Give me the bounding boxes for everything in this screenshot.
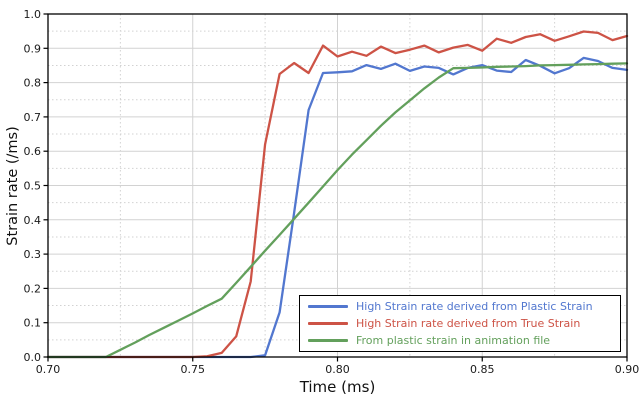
y-tick-label: 0.6 bbox=[24, 145, 42, 158]
y-tick-label: 0.4 bbox=[24, 214, 42, 227]
series-line-2 bbox=[46, 62, 629, 359]
x-tick-label: 0.85 bbox=[470, 363, 495, 376]
x-tick-label: 0.70 bbox=[36, 363, 61, 376]
y-tick-label: 0.7 bbox=[24, 111, 42, 124]
y-tick-label: 1.0 bbox=[24, 8, 42, 21]
legend-swatch-blue-line bbox=[308, 305, 348, 308]
legend-label: From plastic strain in animation file bbox=[356, 334, 551, 347]
y-tick-label: 0.9 bbox=[24, 42, 42, 55]
y-tick-label: 0.8 bbox=[24, 77, 42, 90]
x-tick-label: 0.75 bbox=[181, 363, 206, 376]
x-axis-title: Time (ms) bbox=[299, 378, 376, 396]
legend-box: High Strain rate derived from Plastic St… bbox=[299, 295, 621, 352]
legend-item-plastic-strain: High Strain rate derived from Plastic St… bbox=[304, 298, 616, 315]
legend-label: High Strain rate derived from True Strai… bbox=[356, 317, 581, 330]
legend-swatch-green-line bbox=[308, 339, 348, 342]
y-tick-label: 0.1 bbox=[24, 317, 42, 330]
y-tick-label: 0.3 bbox=[24, 248, 42, 261]
y-tick-label: 0.5 bbox=[24, 180, 42, 193]
legend-item-true-strain: High Strain rate derived from True Strai… bbox=[304, 315, 616, 332]
legend-item-animation-file: From plastic strain in animation file bbox=[304, 332, 616, 349]
y-axis-title: Strain rate (/ms) bbox=[5, 126, 21, 246]
legend-swatch-red-line bbox=[308, 322, 348, 325]
legend-label: High Strain rate derived from Plastic St… bbox=[356, 300, 593, 313]
y-tick-label: 0.0 bbox=[24, 351, 42, 364]
x-tick-label: 0.80 bbox=[325, 363, 350, 376]
x-tick-label: 0.90 bbox=[615, 363, 640, 376]
y-tick-label: 0.2 bbox=[24, 282, 42, 295]
